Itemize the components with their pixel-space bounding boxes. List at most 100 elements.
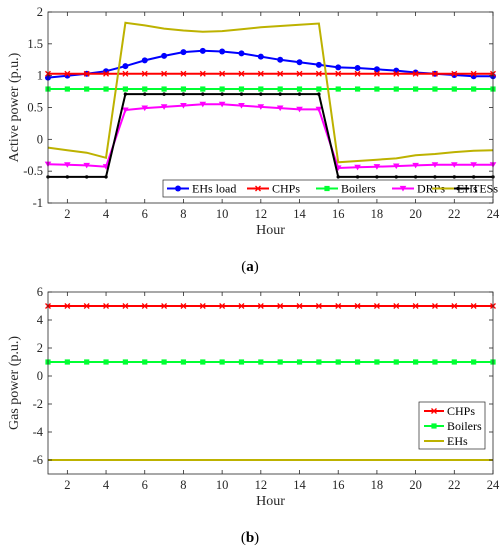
x-tick-label: 24 — [487, 478, 500, 492]
data-point — [470, 162, 477, 168]
y-tick-label: 1 — [37, 69, 43, 83]
x-tick-label: 18 — [371, 207, 384, 221]
data-point — [219, 359, 225, 365]
data-point — [122, 107, 129, 114]
data-point — [393, 86, 399, 92]
legend-label: EHs — [447, 434, 468, 448]
data-point — [278, 92, 282, 96]
data-point — [316, 359, 322, 365]
data-point — [257, 303, 264, 309]
data-point — [296, 70, 303, 77]
data-point — [412, 303, 419, 309]
series-chps — [45, 70, 496, 77]
data-point — [413, 175, 418, 179]
x-tick-label: 14 — [293, 207, 306, 221]
caption-a: (a) — [241, 259, 259, 275]
data-point — [335, 86, 341, 92]
x-tick-label: 4 — [103, 478, 110, 492]
data-point — [394, 175, 398, 179]
legend-entry-chps: CHPs — [247, 182, 300, 196]
data-point — [199, 47, 206, 54]
legend-label: EHs — [457, 182, 478, 196]
y-tick-label: -4 — [33, 425, 44, 439]
series-boilers — [45, 359, 496, 365]
series-line — [48, 93, 493, 178]
legend-entry-chps: CHPs — [424, 404, 475, 418]
data-point — [103, 86, 109, 92]
y-tick-label: 0 — [37, 369, 43, 383]
data-point — [201, 92, 205, 96]
data-point — [296, 359, 303, 365]
data-point — [83, 303, 90, 309]
x-tick-label: 20 — [409, 478, 422, 492]
data-point — [199, 101, 207, 108]
chart-a-active-power: 2 4 6 8 10 12 14 16 18 20 22 24-1-0.500.511.52HourA… — [7, 5, 500, 238]
data-point — [471, 359, 477, 365]
data-point — [393, 70, 400, 77]
legend-label: CHPs — [272, 182, 300, 196]
legend-entry-boilers: Boilers — [424, 419, 482, 433]
data-point — [160, 104, 168, 110]
series-ehs-load — [45, 47, 496, 81]
data-point — [335, 64, 342, 71]
data-point — [451, 70, 458, 77]
data-point — [123, 92, 128, 96]
data-point — [277, 303, 284, 309]
data-point — [84, 359, 90, 365]
data-point — [471, 175, 476, 179]
data-point — [317, 92, 321, 96]
data-point — [219, 86, 225, 92]
x-tick-label: 22 — [448, 478, 461, 492]
y-tick-label: 2 — [37, 341, 43, 355]
data-point — [219, 303, 226, 309]
data-point — [257, 53, 264, 60]
data-point — [104, 175, 108, 179]
data-point — [180, 303, 187, 309]
data-point — [374, 359, 380, 365]
data-point — [315, 303, 322, 309]
x-tick-label: 16 — [332, 478, 345, 492]
data-point — [335, 359, 341, 365]
data-point — [161, 359, 167, 365]
y-tick-label: 2 — [37, 5, 43, 19]
data-point — [64, 70, 71, 77]
legend-marker — [324, 185, 330, 192]
data-point — [354, 359, 361, 365]
x-tick-label: 16 — [332, 207, 345, 221]
y-tick-label: -1 — [33, 196, 43, 210]
legend-label: Boilers — [341, 182, 376, 196]
data-point — [122, 63, 129, 70]
data-point — [64, 303, 71, 309]
data-point — [257, 70, 264, 77]
data-point — [432, 86, 438, 92]
x-tick-label: 6 — [142, 478, 148, 492]
x-tick-label: 8 — [180, 207, 186, 221]
legend-marker — [399, 185, 407, 192]
data-point — [336, 175, 340, 179]
data-point — [103, 303, 110, 309]
data-point — [413, 359, 419, 365]
legend-entry-ehs-load: EHs load — [167, 182, 236, 196]
y-tick-label: -6 — [33, 453, 43, 467]
data-point — [200, 86, 206, 92]
x-tick-label: 24 — [487, 207, 500, 221]
legend-entry-ehs: EHs — [432, 182, 478, 196]
data-point — [373, 303, 380, 309]
data-point — [258, 359, 264, 365]
plot-frame — [47, 291, 494, 475]
legend-marker — [255, 185, 261, 192]
y-tick-label: 6 — [37, 285, 43, 299]
data-point — [412, 162, 419, 169]
x-tick-label: 2 — [64, 478, 70, 492]
data-point — [220, 92, 224, 96]
data-point — [432, 359, 438, 365]
data-point — [83, 162, 90, 169]
data-point — [392, 163, 400, 170]
data-point — [161, 52, 168, 59]
data-point — [297, 92, 302, 96]
data-point — [238, 303, 245, 309]
data-point — [470, 303, 477, 309]
data-point — [373, 70, 380, 77]
